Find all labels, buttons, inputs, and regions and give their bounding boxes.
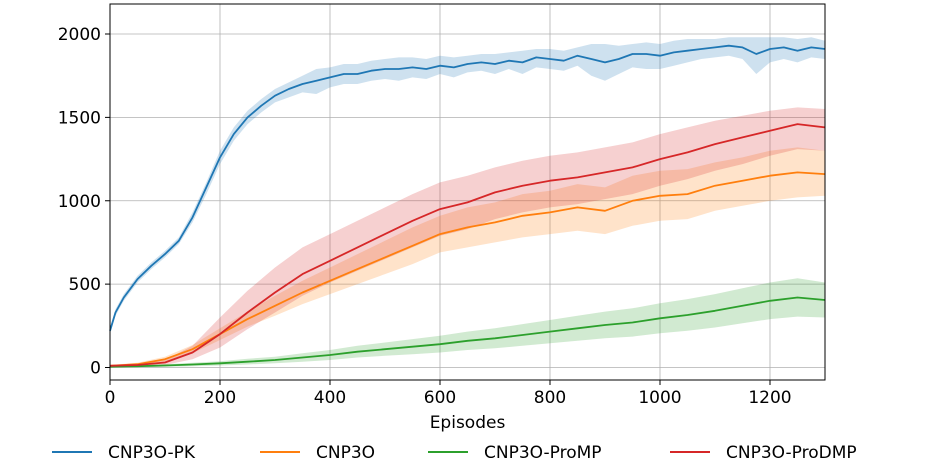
legend-item: CNP3O-ProMP [428,443,602,463]
series-line-cnp3o-pk [109,44,826,332]
x-axis-ticks: 0 200 400 600 800 1000 1200 [105,380,792,408]
legend-label: CNP3O [316,443,375,463]
legend: CNP3O-PK CNP3O CNP3O-ProMP CNP3O-ProDMP [52,443,857,463]
grid [109,4,825,380]
series-lines [109,44,826,368]
confidence-bands [110,37,825,368]
legend-item: CNP3O-ProDMP [670,443,857,463]
legend-item: CNP3O [260,443,375,463]
confidence-band-cnp3o-promp [110,278,825,368]
plot-frame [109,3,826,381]
x-tick-label: 0 [105,388,116,408]
y-tick-label: 1000 [58,192,101,212]
confidence-band-cnp3o-prodmp [110,107,825,367]
x-tick-label: 1000 [638,388,681,408]
y-tick-label: 1500 [58,108,101,128]
x-tick-label: 200 [204,388,236,408]
y-axis-ticks: 0 500 1000 1500 2000 [58,25,110,378]
y-tick-label: 500 [69,275,101,295]
confidence-band-cnp3o-pk [110,37,825,335]
confidence-band-cnp3o [110,147,825,367]
legend-label: CNP3O-PK [108,443,196,463]
y-tick-label: 0 [90,358,101,378]
series-line-cnp3o-promp [109,296,826,368]
legend-label: CNP3O-ProMP [484,443,602,463]
x-axis-label: Episodes [430,413,506,433]
y-tick-label: 2000 [58,25,101,45]
x-tick-label: 800 [534,388,566,408]
series-line-cnp3o [109,171,826,367]
x-tick-label: 600 [424,388,456,408]
legend-label: CNP3O-ProDMP [726,443,857,463]
x-tick-label: 400 [314,388,346,408]
legend-item: CNP3O-PK [52,443,196,463]
series-line-cnp3o-prodmp [109,123,826,367]
x-tick-label: 1200 [748,388,791,408]
